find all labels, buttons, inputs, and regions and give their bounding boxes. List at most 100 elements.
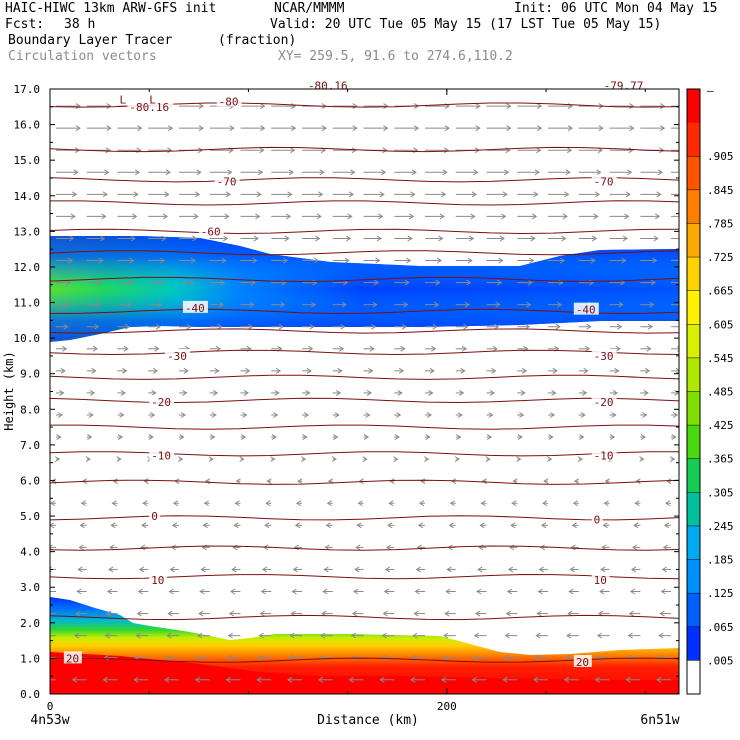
vector-head bbox=[67, 257, 73, 264]
circulation-vector bbox=[271, 103, 297, 110]
circulation-vector bbox=[425, 213, 445, 220]
contour-label: -80 bbox=[219, 95, 239, 108]
vector-head bbox=[661, 566, 667, 573]
vector-head bbox=[231, 566, 237, 573]
vector-head bbox=[618, 301, 624, 308]
vector-head bbox=[119, 412, 125, 418]
cross-section-coords: XY= 259.5, 91.6 to 274.6,110.2 bbox=[278, 49, 513, 64]
circulation-vector bbox=[455, 169, 479, 176]
colorbar-segment bbox=[687, 257, 700, 292]
vector-head bbox=[394, 434, 400, 440]
circulation-vector bbox=[363, 323, 377, 330]
colorbar-top-label: – bbox=[707, 84, 714, 97]
vector-head bbox=[649, 301, 655, 308]
contour-label: 0 bbox=[151, 510, 158, 523]
circulation-vector bbox=[517, 412, 525, 418]
circulation-vector bbox=[578, 367, 589, 374]
circulation-vector bbox=[509, 544, 518, 551]
contour-label: 0 bbox=[594, 514, 601, 527]
vector-head bbox=[192, 235, 198, 242]
vector-head bbox=[221, 257, 227, 264]
vector-head bbox=[227, 169, 233, 176]
circulation-vector bbox=[379, 676, 395, 683]
vector-head bbox=[225, 191, 232, 198]
vector-head bbox=[635, 478, 641, 485]
vector-head bbox=[504, 632, 510, 639]
circulation-vector bbox=[455, 412, 463, 418]
vector-head bbox=[380, 654, 386, 661]
vector-head bbox=[256, 191, 262, 198]
vector-head bbox=[537, 103, 543, 110]
circulation-vector bbox=[578, 434, 585, 440]
circulation-vector bbox=[665, 500, 672, 507]
colorbar-segment bbox=[687, 223, 700, 258]
vector-head bbox=[407, 235, 413, 242]
vector-head bbox=[71, 676, 77, 683]
vector-head bbox=[255, 213, 261, 220]
circulation-vector bbox=[512, 478, 518, 485]
vector-head bbox=[524, 323, 531, 330]
circulation-vector bbox=[425, 191, 447, 198]
y-tick-label: 5.0 bbox=[20, 510, 40, 523]
vector-head bbox=[105, 147, 111, 154]
circulation-vector bbox=[640, 257, 658, 264]
contour-label-bg bbox=[63, 651, 82, 664]
vector-head bbox=[260, 103, 266, 110]
circulation-vector bbox=[363, 301, 378, 308]
vector-head bbox=[521, 367, 528, 374]
vector-head bbox=[202, 522, 208, 529]
circulation-vector bbox=[640, 367, 651, 374]
circulation-vector bbox=[517, 389, 526, 396]
circulation-vector bbox=[148, 301, 163, 308]
vector-head bbox=[663, 522, 670, 529]
vector-head bbox=[530, 235, 536, 242]
vector-head bbox=[92, 345, 99, 352]
circulation-vector bbox=[517, 235, 536, 242]
circulation-vector bbox=[480, 500, 487, 507]
circulation-vector bbox=[394, 235, 413, 242]
vector-head bbox=[630, 566, 637, 573]
vector-head bbox=[186, 323, 192, 330]
vector-head bbox=[220, 279, 226, 286]
circulation-vector bbox=[609, 103, 635, 110]
circulation-vector bbox=[425, 301, 440, 308]
circulation-vector bbox=[258, 632, 272, 639]
vector-head bbox=[296, 500, 302, 507]
circulation-vector bbox=[55, 301, 71, 308]
circulation-vector bbox=[178, 257, 196, 264]
circulation-vector bbox=[257, 654, 272, 661]
circulation-vector bbox=[107, 588, 118, 595]
vector-head bbox=[454, 456, 460, 463]
circulation-vector bbox=[137, 588, 149, 595]
vector-head bbox=[198, 610, 204, 617]
circulation-vector bbox=[288, 654, 302, 661]
vector-head bbox=[551, 389, 557, 396]
x-tick-label: 200 bbox=[437, 700, 457, 713]
circulation-vector bbox=[657, 654, 672, 661]
vector-head bbox=[126, 301, 132, 308]
vector-head bbox=[303, 412, 310, 418]
vector-head bbox=[388, 500, 394, 507]
contour-label: -10 bbox=[594, 450, 614, 463]
circulation-vector bbox=[271, 191, 293, 198]
circulation-vector bbox=[209, 345, 222, 352]
circulation-vector bbox=[548, 434, 554, 440]
vector-head bbox=[258, 632, 264, 639]
circulation-vector bbox=[240, 191, 262, 198]
circulation-vector bbox=[578, 323, 592, 330]
contour-label: -79.77 bbox=[604, 79, 644, 92]
circulation-vector bbox=[271, 235, 290, 242]
circulation-vector bbox=[517, 301, 532, 308]
circulation-vector bbox=[534, 654, 549, 661]
circulation-vector bbox=[578, 345, 591, 352]
circulation-vector bbox=[445, 588, 456, 595]
vector-head bbox=[158, 279, 164, 286]
vector-head bbox=[331, 456, 337, 463]
circulation-vector bbox=[117, 125, 143, 132]
vector-head bbox=[253, 235, 259, 242]
vector-head bbox=[652, 257, 658, 264]
circulation-vector bbox=[80, 500, 87, 507]
circulation-vector bbox=[178, 412, 187, 418]
circulation-vector bbox=[632, 544, 641, 551]
circulation-vector bbox=[663, 522, 672, 529]
